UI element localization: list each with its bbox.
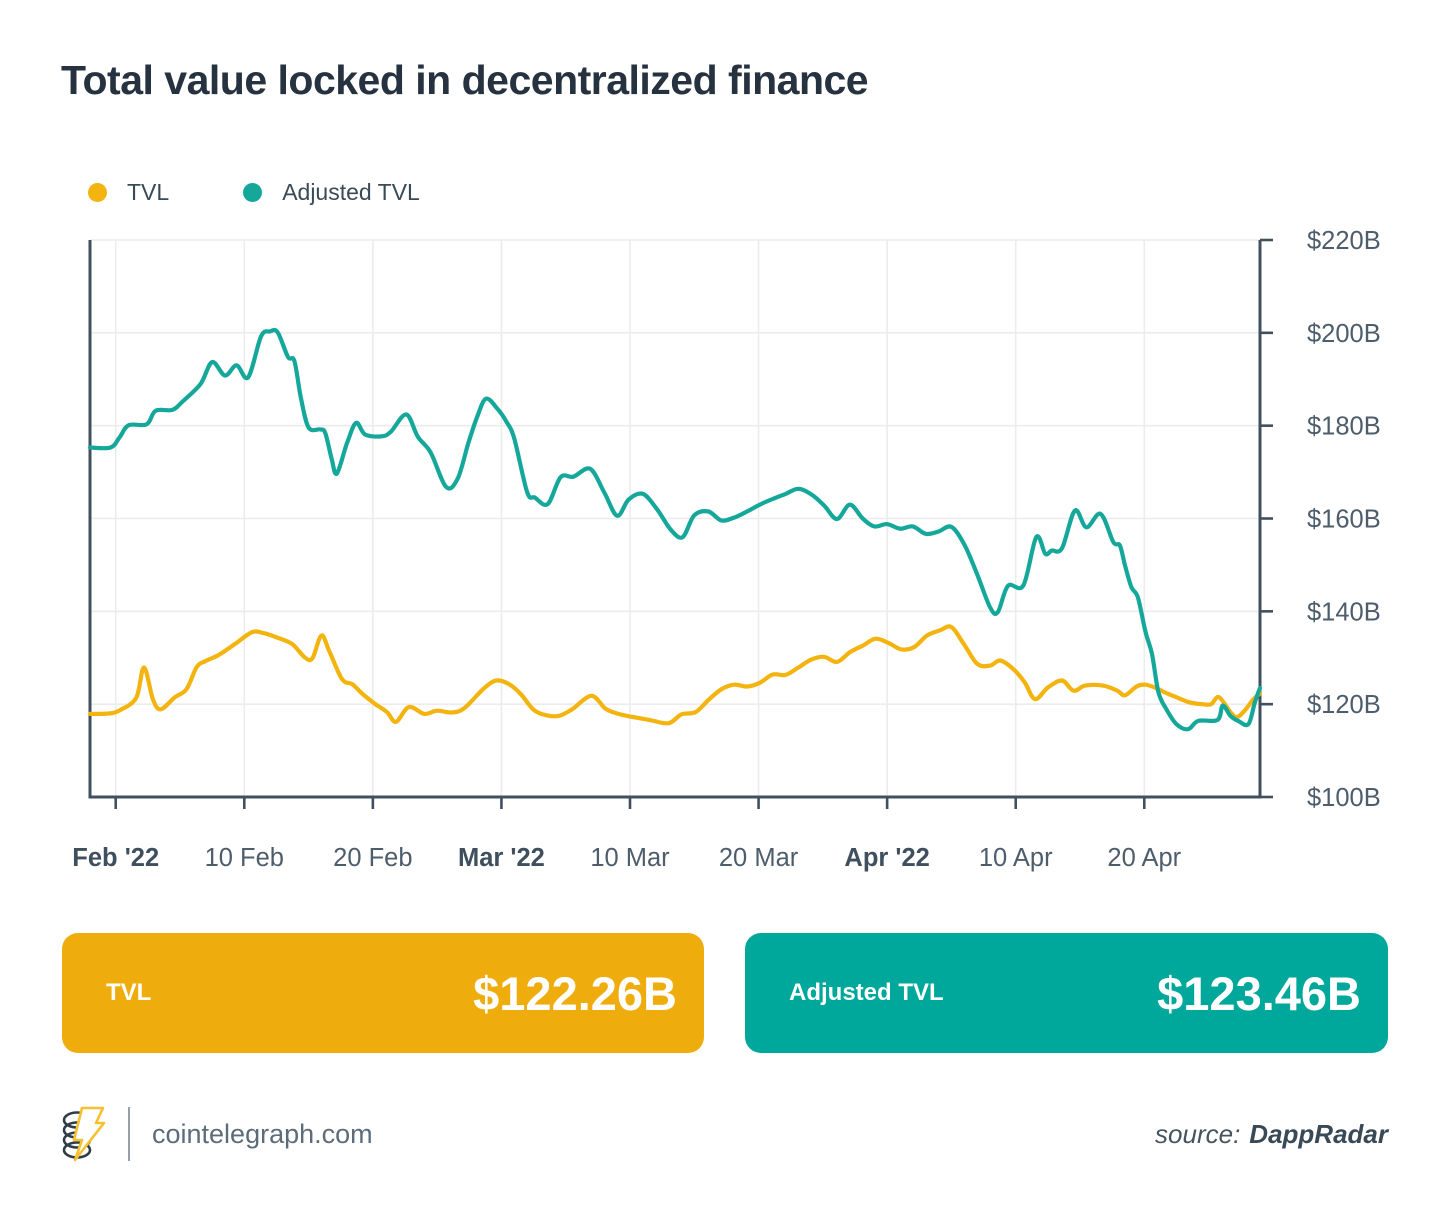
y-axis-label: $100B [1307, 784, 1381, 812]
tvl-line-chart: $220B $200B $180B $160B $140B $120B $100B Feb '… [72, 227, 1381, 872]
x-axis-label: 10 Feb [205, 844, 284, 872]
adjusted-tvl-legend-label: Adjusted TVL [282, 179, 420, 205]
adjusted-tvl-legend-dot-icon [243, 183, 263, 202]
legend-item-adjusted-tvl: Adjusted TVL [243, 179, 420, 206]
footer-divider [128, 1107, 130, 1161]
adjusted-tvl-summary-card: Adjusted TVL $123.46B [745, 933, 1388, 1053]
tvl-card-value: $122.26B [473, 966, 677, 1020]
y-axis-label: $220B [1307, 227, 1381, 255]
summary-cards-row: TVL $122.26B Adjusted TVL $123.46B [0, 933, 1450, 1053]
y-axis-label: $180B [1307, 413, 1381, 441]
tvl-legend-dot-icon [88, 183, 107, 202]
y-axis-label: $200B [1307, 320, 1381, 348]
source-name-label: DappRadar [1249, 1118, 1388, 1149]
adjusted-tvl-card-value: $123.46B [1157, 966, 1361, 1020]
footer-source: source: DappRadar [1155, 1104, 1388, 1164]
x-axis-label: 20 Apr [1107, 844, 1181, 872]
legend-item-tvl: TVL [88, 179, 169, 206]
x-axis-label: Feb '22 [72, 844, 159, 872]
page-title: Total value locked in decentralized fina… [61, 57, 869, 103]
y-axis-label: $140B [1307, 598, 1381, 626]
x-axis-label: 10 Apr [979, 844, 1053, 872]
x-axis-label: Apr '22 [844, 844, 929, 872]
tvl-line [87, 624, 1263, 726]
tvl-legend-label: TVL [127, 179, 170, 205]
source-prefix-label: source: [1155, 1118, 1241, 1149]
x-axis-label: 10 Mar [590, 844, 670, 872]
adjusted-tvl-card-label: Adjusted TVL [789, 979, 944, 1006]
cointelegraph-logo-icon [62, 1105, 106, 1163]
footer-site-name: cointelegraph.com [152, 1118, 373, 1149]
x-axis-label: 20 Mar [719, 844, 799, 872]
y-axis-label: $160B [1307, 506, 1381, 534]
y-axis-label: $120B [1307, 691, 1381, 719]
adjusted-tvl-line [87, 327, 1263, 732]
tvl-summary-card: TVL $122.26B [62, 933, 704, 1053]
chart-legend: TVL Adjusted TVL [88, 179, 420, 206]
x-axis-label: 20 Feb [333, 844, 412, 872]
footer: cointelegraph.com [62, 1104, 373, 1164]
x-axis-label: Mar '22 [458, 844, 545, 872]
tvl-card-label: TVL [106, 979, 152, 1006]
